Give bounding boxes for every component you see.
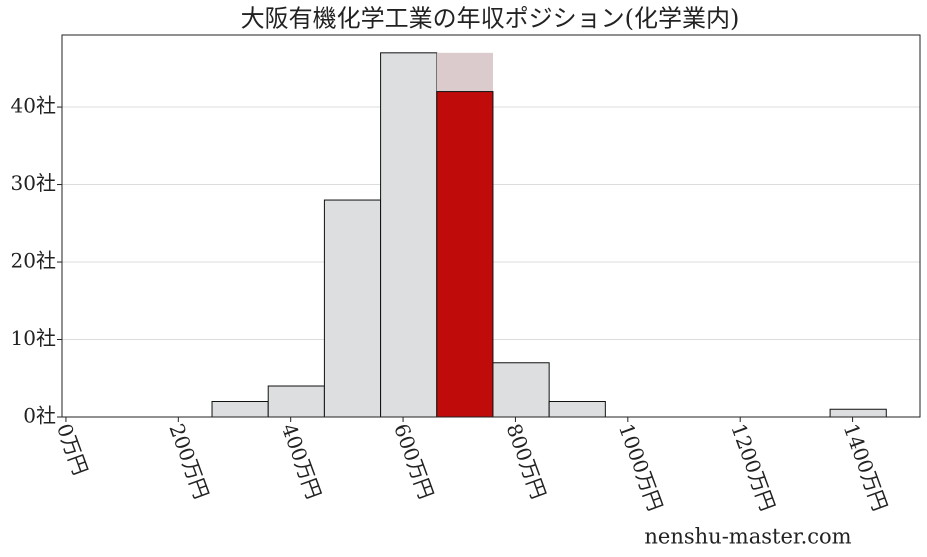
x-tick-label: 600万円	[389, 420, 438, 502]
bar	[492, 362, 550, 418]
bar	[323, 199, 382, 418]
bar	[380, 52, 438, 418]
x-tick-label: 1200万円	[726, 420, 780, 514]
y-tick-label: 10社	[11, 326, 56, 350]
x-tick-label: 400万円	[277, 420, 326, 502]
x-tick-label: 800万円	[502, 420, 551, 502]
bar	[211, 401, 269, 418]
x-tick-label: 1000万円	[614, 420, 668, 514]
bar	[548, 401, 606, 418]
y-tick-label: 20社	[11, 249, 56, 273]
footer: nenshu-master.com	[644, 525, 851, 549]
x-tick-label: 1400万円	[839, 420, 893, 514]
chart-title: 大阪有機化学工業の年収ポジション(化学業内)	[241, 5, 740, 33]
y-tick-label: 30社	[11, 171, 56, 195]
plot-frame	[61, 34, 921, 418]
y-tick-label: 40社	[11, 94, 56, 118]
x-tick-label: 0万円	[52, 420, 93, 478]
y-tick-label: 0社	[23, 404, 56, 428]
x-tick-label: 200万円	[164, 420, 213, 502]
bar	[829, 408, 887, 418]
bar	[436, 91, 494, 418]
bar	[267, 385, 325, 418]
